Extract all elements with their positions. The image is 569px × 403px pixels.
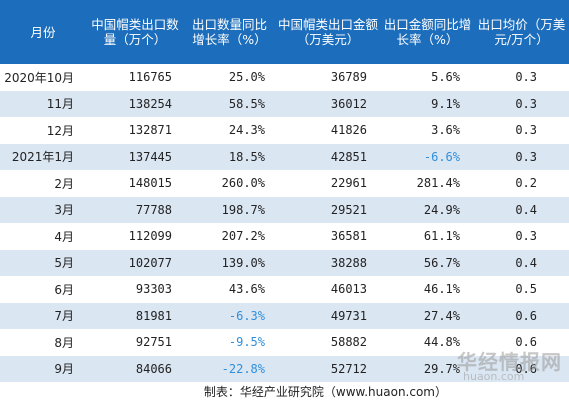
cell-average-price: 0.6 [474,355,569,382]
table-footer: 制表：华经产业研究院（www.huaon.com） [0,382,569,403]
table-row: 11月 138254 58.5% 36012 9.1% 0.3 [0,90,569,117]
cell-quantity-yoy: -9.5% [184,329,275,356]
cell-average-price: 0.6 [474,329,569,356]
cell-quantity-yoy: -6.3% [184,302,275,329]
cell-amount-yoy: 46.1% [381,276,474,303]
cell-quantity-yoy: 139.0% [184,249,275,276]
cell-average-price: 0.5 [474,276,569,303]
cell-export-amount: 42851 [275,143,381,170]
cell-export-amount: 49731 [275,302,381,329]
cell-export-amount: 22961 [275,170,381,197]
table-row: 4月 112099 207.2% 36581 61.1% 0.3 [0,223,569,250]
cell-average-price: 0.3 [474,223,569,250]
cell-month: 8月 [0,329,86,356]
header-export-quantity: 中国帽类出口数量（万个） [86,0,184,64]
cell-amount-yoy: 281.4% [381,170,474,197]
cell-average-price: 0.4 [474,249,569,276]
cell-quantity-yoy: 25.0% [184,64,275,91]
cell-amount-yoy: 61.1% [381,223,474,250]
header-average-price: 出口均价（万美元/万个） [474,0,569,64]
cell-export-amount: 36012 [275,90,381,117]
cell-month: 12月 [0,117,86,144]
cell-amount-yoy: 24.9% [381,196,474,223]
cell-amount-yoy: 9.1% [381,90,474,117]
table-row: 2021年1月 137445 18.5% 42851 -6.6% 0.3 [0,143,569,170]
cell-month: 7月 [0,302,86,329]
cell-quantity-yoy: 24.3% [184,117,275,144]
cell-average-price: 0.3 [474,64,569,91]
cell-export-quantity: 116765 [86,64,184,91]
table-row: 3月 77788 198.7% 29521 24.9% 0.4 [0,196,569,223]
cell-export-amount: 29521 [275,196,381,223]
cell-quantity-yoy: 43.6% [184,276,275,303]
export-table: 月份 中国帽类出口数量（万个） 出口数量同比增长率（%） 中国帽类出口金额（万美… [0,0,569,382]
cell-quantity-yoy: 198.7% [184,196,275,223]
cell-export-quantity: 148015 [86,170,184,197]
cell-amount-yoy: 29.7% [381,355,474,382]
cell-export-quantity: 93303 [86,276,184,303]
cell-export-amount: 41826 [275,117,381,144]
cell-amount-yoy: 3.6% [381,117,474,144]
cell-amount-yoy: 27.4% [381,302,474,329]
cell-amount-yoy: -6.6% [381,143,474,170]
cell-average-price: 0.3 [474,143,569,170]
table-row: 7月 81981 -6.3% 49731 27.4% 0.6 [0,302,569,329]
cell-export-quantity: 138254 [86,90,184,117]
cell-export-quantity: 132871 [86,117,184,144]
cell-month: 2月 [0,170,86,197]
header-month: 月份 [0,0,86,64]
cell-export-quantity: 92751 [86,329,184,356]
cell-export-amount: 36789 [275,64,381,91]
cell-export-quantity: 102077 [86,249,184,276]
table-row: 12月 132871 24.3% 41826 3.6% 0.3 [0,117,569,144]
cell-month: 4月 [0,223,86,250]
table-row: 8月 92751 -9.5% 58882 44.8% 0.6 [0,329,569,356]
table-row: 2月 148015 260.0% 22961 281.4% 0.2 [0,170,569,197]
cell-export-quantity: 112099 [86,223,184,250]
cell-month: 11月 [0,90,86,117]
cell-average-price: 0.6 [474,302,569,329]
table-row: 9月 84066 -22.8% 52712 29.7% 0.6 [0,355,569,382]
cell-quantity-yoy: 260.0% [184,170,275,197]
cell-export-amount: 46013 [275,276,381,303]
cell-export-amount: 58882 [275,329,381,356]
cell-month: 2020年10月 [0,64,86,91]
cell-export-amount: 38288 [275,249,381,276]
table-row: 6月 93303 43.6% 46013 46.1% 0.5 [0,276,569,303]
source-note: 制表：华经产业研究院（www.huaon.com） [203,385,447,399]
cell-month: 9月 [0,355,86,382]
cell-average-price: 0.3 [474,90,569,117]
cell-amount-yoy: 56.7% [381,249,474,276]
table-body: 2020年10月 116765 25.0% 36789 5.6% 0.3 11月 138254… [0,64,569,382]
cell-quantity-yoy: 18.5% [184,143,275,170]
cell-amount-yoy: 5.6% [381,64,474,91]
cell-month: 6月 [0,276,86,303]
cell-export-quantity: 77788 [86,196,184,223]
cell-month: 2021年1月 [0,143,86,170]
header-amount-yoy: 出口金额同比增长率（%） [381,0,474,64]
cell-quantity-yoy: -22.8% [184,355,275,382]
cell-average-price: 0.4 [474,196,569,223]
table-row: 2020年10月 116765 25.0% 36789 5.6% 0.3 [0,64,569,91]
cell-quantity-yoy: 58.5% [184,90,275,117]
cell-amount-yoy: 44.8% [381,329,474,356]
cell-quantity-yoy: 207.2% [184,223,275,250]
header-row: 月份 中国帽类出口数量（万个） 出口数量同比增长率（%） 中国帽类出口金额（万美… [0,0,569,64]
cell-month: 3月 [0,196,86,223]
cell-month: 5月 [0,249,86,276]
cell-export-amount: 52712 [275,355,381,382]
cell-export-quantity: 81981 [86,302,184,329]
cell-average-price: 0.3 [474,117,569,144]
header-quantity-yoy: 出口数量同比增长率（%） [184,0,275,64]
header-export-amount: 中国帽类出口金额（万美元） [275,0,381,64]
table-row: 5月 102077 139.0% 38288 56.7% 0.4 [0,249,569,276]
cell-export-amount: 36581 [275,223,381,250]
cell-export-quantity: 137445 [86,143,184,170]
cell-average-price: 0.2 [474,170,569,197]
cell-export-quantity: 84066 [86,355,184,382]
